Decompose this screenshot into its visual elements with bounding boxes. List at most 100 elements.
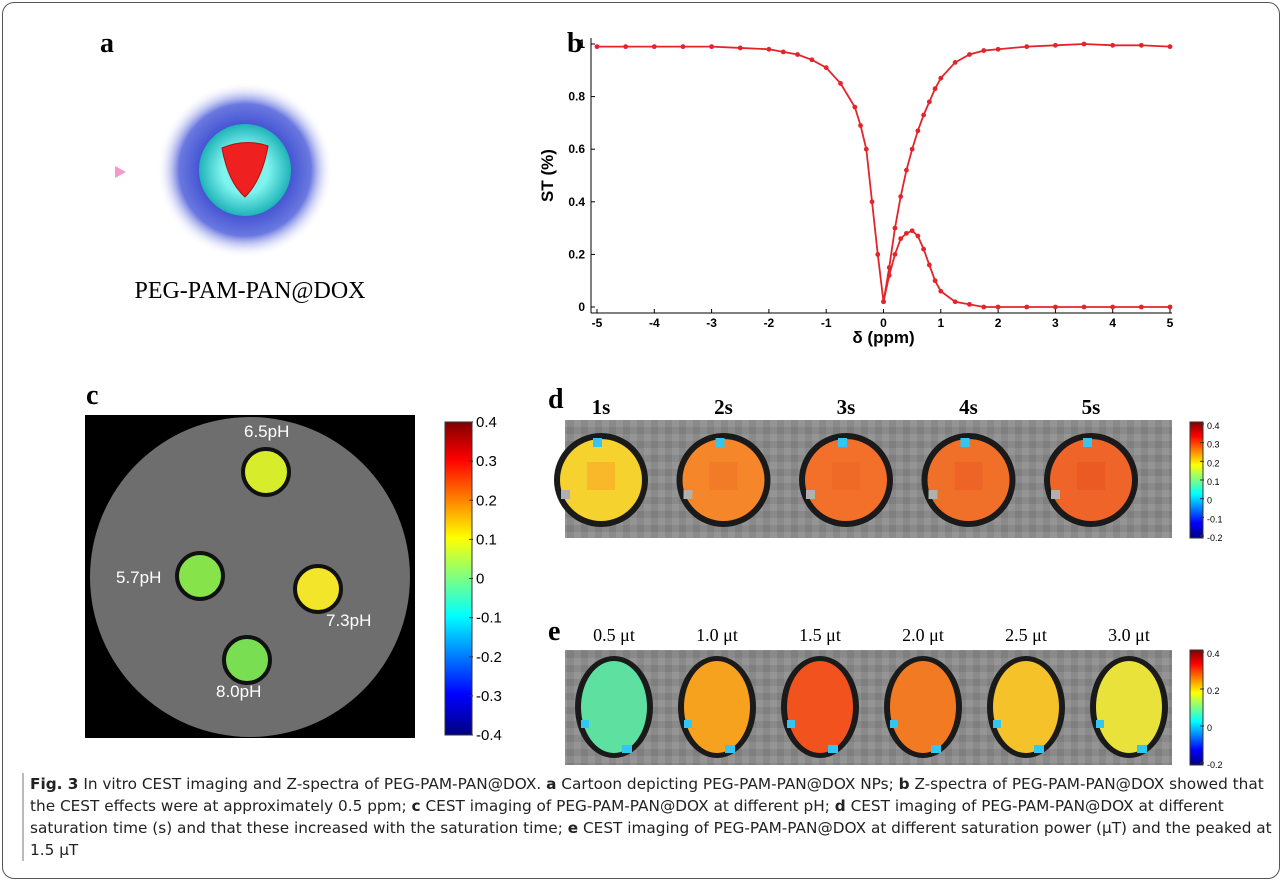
sample-pixel bbox=[715, 438, 725, 447]
sample-label: 5.7pH bbox=[116, 568, 161, 587]
sample-pixel bbox=[709, 462, 738, 490]
data-point bbox=[651, 44, 657, 50]
colorbar-tick-label: 0.4 bbox=[1207, 649, 1220, 659]
sample-well bbox=[293, 564, 343, 614]
data-point bbox=[904, 167, 909, 173]
data-point bbox=[967, 52, 972, 57]
image-title: 1s bbox=[592, 395, 611, 419]
sample-pixel bbox=[787, 720, 795, 728]
sample-pixel bbox=[1034, 745, 1044, 753]
data-point bbox=[1024, 304, 1030, 310]
particle-name: PEG-PAM-PAN@DOX bbox=[134, 278, 365, 304]
panel-label: d bbox=[548, 384, 564, 415]
data-point bbox=[898, 194, 904, 199]
series-line bbox=[597, 43, 1171, 302]
data-point bbox=[780, 49, 786, 55]
data-point bbox=[995, 304, 1001, 310]
sample-image bbox=[993, 661, 1059, 753]
colorbar-tick-label: 0.2 bbox=[1207, 458, 1220, 468]
sample-pixel bbox=[561, 490, 570, 499]
sample-pixel bbox=[928, 490, 938, 499]
colorbar-tick-label: -0.3 bbox=[476, 688, 502, 705]
sample-pixel bbox=[683, 490, 693, 499]
data-point bbox=[995, 46, 1001, 52]
image-strip bbox=[565, 650, 1172, 765]
x-tick-label: 3 bbox=[1052, 316, 1059, 330]
sample-label: 7.3pH bbox=[326, 611, 371, 630]
colorbar-tick-label: 0.4 bbox=[476, 414, 497, 431]
data-point bbox=[875, 252, 881, 257]
sample-image bbox=[684, 661, 750, 753]
data-point bbox=[809, 57, 815, 63]
sample-pixel bbox=[622, 745, 632, 753]
sample-pixel bbox=[931, 745, 941, 753]
image-title: 3s bbox=[837, 395, 856, 419]
data-point bbox=[909, 146, 915, 152]
x-tick-label: 2 bbox=[995, 316, 1002, 330]
data-point bbox=[1167, 44, 1173, 50]
data-point bbox=[858, 123, 863, 128]
series-line bbox=[882, 229, 1170, 308]
x-tick-label: -5 bbox=[592, 316, 603, 330]
data-point bbox=[1024, 44, 1030, 50]
data-point bbox=[926, 99, 932, 105]
data-point bbox=[1110, 42, 1116, 48]
data-point bbox=[967, 301, 972, 307]
x-tick-label: 1 bbox=[937, 316, 944, 330]
sample-well bbox=[222, 635, 272, 685]
sample-pixel bbox=[725, 745, 735, 753]
sample-pixel bbox=[960, 438, 970, 447]
panel-label: b bbox=[567, 28, 583, 59]
x-tick-label: -4 bbox=[649, 316, 660, 330]
sample-pixel bbox=[828, 745, 838, 753]
image-title: 2.5 μt bbox=[1005, 625, 1047, 645]
image-title: 1.0 μt bbox=[696, 625, 738, 645]
data-point bbox=[1053, 304, 1058, 310]
sample-pixel bbox=[593, 438, 602, 447]
caption-label: b bbox=[898, 775, 910, 793]
caption-label: c bbox=[411, 797, 421, 815]
colorbar-tick-label: 0.1 bbox=[1207, 477, 1220, 487]
caption-text: Z-spectra of PEG-PAM-PAN@DOX showed that… bbox=[30, 775, 1264, 815]
panel-label: a bbox=[100, 28, 114, 59]
sample-pixel bbox=[832, 462, 860, 490]
y-tick-label: 0.2 bbox=[568, 247, 585, 261]
sample-pixel bbox=[1051, 490, 1060, 499]
y-axis-label: ST (%) bbox=[538, 149, 557, 202]
colorbar-tick-label: 0.1 bbox=[476, 531, 497, 548]
data-point bbox=[881, 299, 886, 305]
data-point bbox=[915, 233, 921, 239]
image-title: 3.0 μt bbox=[1108, 625, 1150, 645]
data-point bbox=[795, 52, 800, 57]
colorbar-tick-label: 0 bbox=[1207, 723, 1212, 733]
data-point bbox=[594, 44, 600, 50]
data-point bbox=[852, 104, 858, 110]
data-point bbox=[623, 44, 629, 50]
sample-pixel bbox=[890, 720, 898, 728]
data-point bbox=[892, 252, 898, 257]
caption-text: CEST imaging of PEG-PAM-PAN@DOX at diffe… bbox=[30, 819, 1272, 859]
data-point bbox=[886, 273, 892, 278]
colorbar bbox=[444, 421, 473, 736]
colorbar bbox=[1189, 649, 1204, 766]
colorbar-tick-label: -0.2 bbox=[1207, 533, 1223, 543]
sample-image bbox=[787, 661, 853, 753]
data-point bbox=[898, 236, 904, 242]
sample-image bbox=[1096, 661, 1162, 753]
data-point bbox=[1081, 304, 1087, 310]
image-title: 2s bbox=[714, 395, 733, 419]
x-tick-label: 0 bbox=[880, 316, 887, 330]
phantom bbox=[90, 417, 410, 737]
data-point bbox=[823, 65, 829, 71]
data-point bbox=[981, 304, 987, 310]
caption-label: d bbox=[834, 797, 846, 815]
data-point bbox=[1081, 41, 1087, 47]
sample-label: 6.5pH bbox=[244, 422, 289, 441]
caption-label: e bbox=[567, 819, 579, 837]
colorbar-tick-label: 0.2 bbox=[476, 492, 497, 509]
colorbar-tick-label: 0.2 bbox=[1207, 686, 1220, 696]
caption-label: a bbox=[546, 775, 557, 793]
colorbar-tick-label: -0.1 bbox=[1207, 514, 1223, 524]
